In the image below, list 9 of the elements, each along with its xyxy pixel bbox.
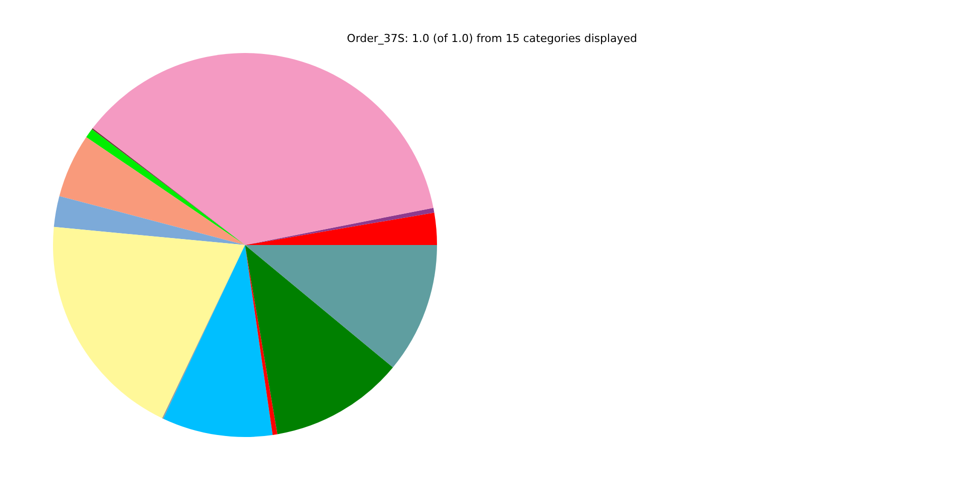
pie-slice (245, 245, 393, 434)
pie-slice (163, 245, 273, 437)
pie-slice (92, 53, 434, 245)
pie-slice (53, 226, 245, 418)
pie-slice (59, 137, 245, 245)
text: Order_37S: 1.0 (of 1.0) from 15 categories displayed (346, 32, 638, 45)
pie-slice (245, 245, 278, 435)
pie-slice (245, 245, 437, 368)
pie-slice (54, 196, 245, 245)
